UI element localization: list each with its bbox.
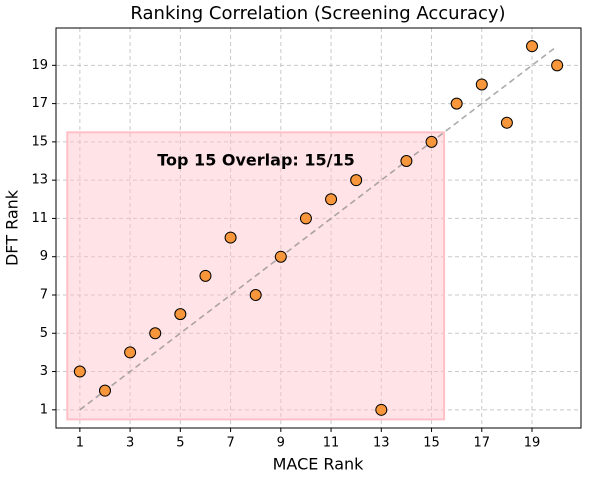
point xyxy=(174,308,187,321)
plot-frame xyxy=(55,27,582,429)
x-axis-label: MACE Rank xyxy=(273,455,365,474)
point xyxy=(375,403,388,416)
point xyxy=(350,174,363,187)
y-tick-label: 13 xyxy=(31,173,48,188)
y-tick-label: 3 xyxy=(40,364,48,379)
point xyxy=(299,212,312,225)
y-axis-label: DFT Rank xyxy=(3,189,22,266)
y-tick-label: 7 xyxy=(40,287,48,302)
y-tick-label: 15 xyxy=(31,134,48,149)
point xyxy=(425,135,438,148)
x-tick-label: 13 xyxy=(373,436,390,451)
y-tick-label: 11 xyxy=(31,211,48,226)
y-tick-label: 17 xyxy=(31,96,48,111)
x-tick-label: 1 xyxy=(76,436,84,451)
point xyxy=(73,365,86,378)
y-tick-label: 5 xyxy=(40,326,48,341)
point xyxy=(450,97,463,110)
point xyxy=(224,231,237,244)
x-tick-label: 15 xyxy=(423,436,440,451)
x-tick-label: 7 xyxy=(226,436,234,451)
point xyxy=(500,116,513,129)
x-tick-label: 5 xyxy=(176,436,184,451)
point xyxy=(98,384,111,397)
chart-title: Ranking Correlation (Screening Accuracy) xyxy=(130,3,505,24)
point xyxy=(274,250,287,263)
x-tick-label: 3 xyxy=(126,436,134,451)
point xyxy=(199,269,212,282)
point xyxy=(551,59,564,72)
point xyxy=(400,155,413,168)
point xyxy=(526,40,539,53)
annotation: Top 15 Overlap: 15/15 xyxy=(157,151,355,170)
x-tick-label: 9 xyxy=(277,436,285,451)
x-tick-label: 11 xyxy=(323,436,340,451)
x-tick-label: 17 xyxy=(474,436,491,451)
point xyxy=(249,288,262,301)
point xyxy=(149,327,162,340)
y-tick-label: 9 xyxy=(40,249,48,264)
y-tick-label: 1 xyxy=(40,402,48,417)
point xyxy=(124,346,137,359)
y-tick-label: 19 xyxy=(31,58,48,73)
x-tick-label: 19 xyxy=(524,436,541,451)
diagonal-line xyxy=(79,45,558,411)
point xyxy=(325,193,338,206)
point xyxy=(475,78,488,91)
